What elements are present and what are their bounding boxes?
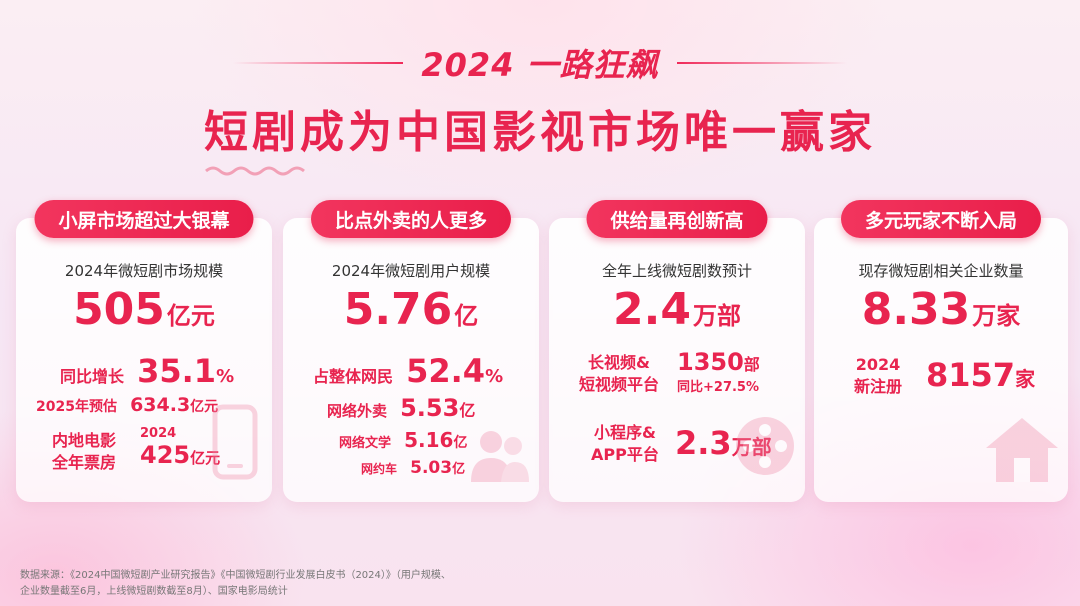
row-label: 网络文学 xyxy=(339,436,392,451)
page-subtitle: 2024 一路狂飙 xyxy=(421,46,659,84)
row-value: 5.53 xyxy=(400,394,460,422)
card-market-size: 小屏市场超过大银幕 2024年微短剧市场规模 505亿元 同比增长 35.1% … xyxy=(16,200,272,502)
new-label-2: 新注册 xyxy=(854,377,903,396)
big-number: 505 xyxy=(73,284,165,335)
mini-label-2: APP平台 xyxy=(591,445,659,464)
card-big-value: 5.76亿 xyxy=(283,284,539,335)
row-value: 35.1 xyxy=(137,352,217,390)
row-value: 5.16 xyxy=(404,428,454,452)
card-big-value: 505亿元 xyxy=(16,284,272,335)
row-growth: 同比增长 35.1% xyxy=(60,352,234,390)
card-big-value: 2.4万部 xyxy=(549,284,805,335)
big-unit: 亿 xyxy=(454,302,479,330)
row-value: 5.03 xyxy=(410,458,453,478)
long-short-platform-label: 长视频& 短视频平台 xyxy=(579,352,659,396)
data-source-note: 数据来源：《2024中国微短剧产业研究报告》《中国微短剧行业发展白皮书（2024… xyxy=(20,568,580,600)
card-label: 现存微短剧相关企业数量 xyxy=(858,262,1024,280)
long-value: 1350 xyxy=(677,348,744,376)
long-label-2: 短视频平台 xyxy=(579,375,660,394)
mini-app-value: 2.3万部 xyxy=(675,424,772,462)
page-header: 2024 一路狂飙 短剧成为中国影视市场唯一赢家 xyxy=(0,40,1080,176)
card-tag: 供给量再创新高 xyxy=(586,200,768,238)
subtitle-right-line xyxy=(676,62,847,64)
film-reel-icon xyxy=(736,417,794,475)
row-label: 网约车 xyxy=(361,462,398,476)
subtitle-row: 2024 一路狂飙 xyxy=(0,40,1080,86)
new-value: 8157 xyxy=(926,356,1016,394)
card-label: 全年上线微短剧数预计 xyxy=(601,262,752,280)
source-line-1: 数据来源：《2024中国微短剧产业研究报告》《中国微短剧行业发展白皮书（2024… xyxy=(20,570,451,581)
long-growth: 同比+27.5% xyxy=(677,380,759,395)
card-big-value: 8.33万家 xyxy=(814,284,1068,335)
long-label-1: 长视频& xyxy=(588,353,650,372)
row-label: 网络外卖 xyxy=(327,402,388,420)
mini-unit: 万部 xyxy=(732,435,772,459)
row-unit: % xyxy=(485,366,504,387)
new-registered-value: 8157家 xyxy=(926,356,1035,394)
card-label: 2024年微短剧市场规模 xyxy=(64,262,224,280)
house-icon xyxy=(986,418,1058,482)
row-label: 占整体网民 xyxy=(313,367,394,386)
card-enterprises: 多元玩家不断入局 现存微短剧相关企业数量 8.33万家 2024 新注册 815… xyxy=(814,200,1068,502)
big-number: 2.4 xyxy=(613,284,691,335)
box-year: 2024 xyxy=(140,426,177,441)
source-line-2: 企业数量截至6月，上线微短剧数截至8月）、国家电影局统计 xyxy=(20,586,288,597)
big-number: 5.76 xyxy=(343,284,453,335)
box-label-1: 内地电影 xyxy=(52,431,117,450)
card-user-scale: 比点外卖的人更多 2024年微短剧用户规模 5.76亿 占整体网民 52.4% … xyxy=(283,200,539,502)
box-unit: 亿元 xyxy=(190,449,221,467)
row-web-literature: 网络文学 5.16亿 xyxy=(339,428,467,452)
long-unit: 部 xyxy=(743,355,760,374)
new-label-1: 2024 xyxy=(855,355,901,374)
new-registered-label: 2024 新注册 xyxy=(854,354,902,398)
big-number: 8.33 xyxy=(861,284,971,335)
big-unit: 万家 xyxy=(972,302,1021,330)
row-unit: 亿 xyxy=(453,435,468,451)
row-forecast: 2025年预估 634.3亿元 xyxy=(36,394,218,416)
box-office-label: 内地电影 全年票房 xyxy=(52,430,116,474)
row-label: 2025年预估 xyxy=(36,399,117,415)
row-unit: % xyxy=(216,366,235,387)
mini-app-label: 小程序& APP平台 xyxy=(591,422,659,466)
card-label: 2024年微短剧用户规模 xyxy=(331,262,491,280)
row-unit: 亿元 xyxy=(190,399,219,415)
subtitle-left-line xyxy=(233,62,404,64)
users-icon xyxy=(471,431,529,482)
big-unit: 万部 xyxy=(692,302,741,330)
row-unit: 亿 xyxy=(459,401,476,420)
big-unit: 亿元 xyxy=(166,302,215,330)
card-tag: 比点外卖的人更多 xyxy=(310,200,512,238)
page-title-text: 短剧成为中国影视市场唯一赢家 xyxy=(204,107,876,158)
long-short-platform-value: 1350部 同比+27.5% xyxy=(677,348,760,395)
row-value: 52.4 xyxy=(406,352,486,390)
card-supply: 供给量再创新高 全年上线微短剧数预计 2.4万部 长视频& 短视频平台 1350… xyxy=(549,200,805,502)
row-label: 同比增长 xyxy=(60,367,125,386)
mobile-phone-icon xyxy=(212,404,258,480)
box-value: 425 xyxy=(140,441,191,469)
box-label-2: 全年票房 xyxy=(52,453,117,472)
card-tag: 多元玩家不断入局 xyxy=(840,200,1042,238)
row-ride-hailing: 网约车 5.03亿 xyxy=(361,458,465,478)
page-title: 短剧成为中国影视市场唯一赢家 xyxy=(204,96,876,176)
mini-label-1: 小程序& xyxy=(593,423,656,442)
row-food-delivery: 网络外卖 5.53亿 xyxy=(327,394,475,422)
card-tag: 小屏市场超过大银幕 xyxy=(34,200,254,238)
box-office-value: 2024 425亿元 xyxy=(140,426,220,469)
row-value: 634.3 xyxy=(130,394,191,416)
new-unit: 家 xyxy=(1015,367,1036,391)
row-unit: 亿 xyxy=(452,462,466,477)
row-share: 占整体网民 52.4% xyxy=(313,352,503,390)
wave-underline-icon xyxy=(205,166,305,176)
mini-value: 2.3 xyxy=(675,424,732,462)
